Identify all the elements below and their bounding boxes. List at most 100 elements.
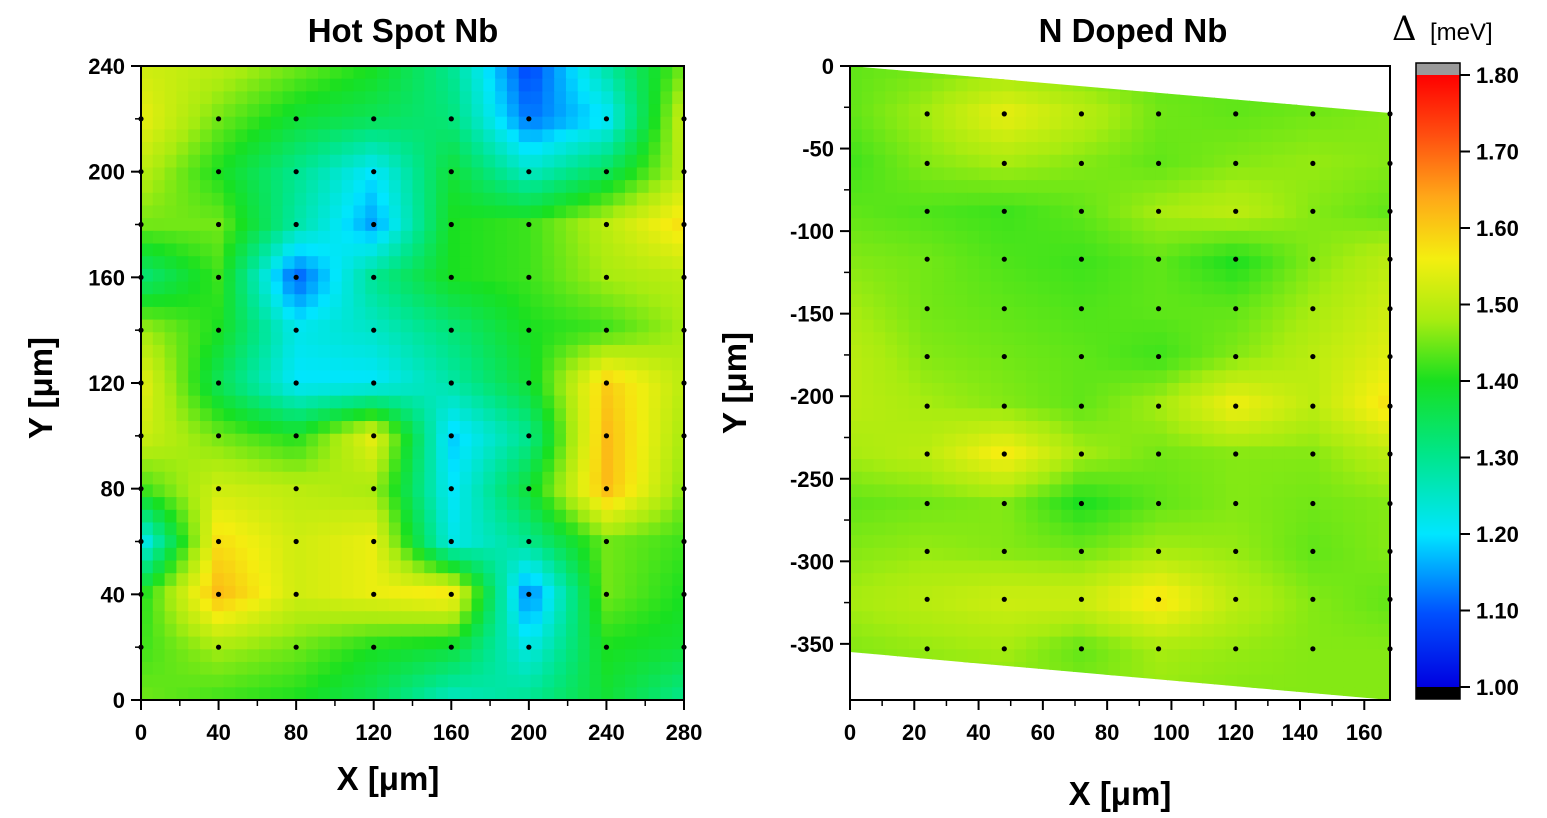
hotspot-map-cell (495, 497, 508, 511)
ndoped-map-cell (1143, 421, 1157, 435)
hotspot-map-cell (282, 522, 296, 537)
ndoped-map-cell (1026, 154, 1039, 169)
ndoped-map-cell (1190, 91, 1204, 106)
hotspot-map-cell (223, 142, 237, 156)
ndoped-map-cell (896, 91, 910, 106)
hotspot-map-cell (211, 332, 225, 346)
hotspot-map-cell (188, 66, 202, 80)
ndoped-map-cell (1237, 649, 1251, 663)
hotspot-map-cell (200, 433, 213, 448)
hotspot-map-cell (176, 535, 190, 549)
hotspot-map-cell (400, 421, 414, 435)
hotspot-map-cell (353, 446, 367, 461)
ndoped-map-cell (1166, 370, 1180, 384)
hotspot-map-cell (211, 471, 225, 486)
ndoped-map-cell (1378, 256, 1390, 270)
hotspot-map-cell (152, 104, 166, 118)
hotspot-map-cell (660, 344, 674, 359)
hotspot-map-cell (554, 256, 567, 270)
ndoped-map-cell (1237, 560, 1251, 575)
ndoped-map-cell (1073, 268, 1086, 283)
hotspot-map-cell (565, 205, 579, 220)
ndoped-map-cell (943, 154, 957, 169)
hotspot-map-cell (164, 661, 178, 676)
ndoped-map-cell (1014, 243, 1028, 258)
hotspot-map-cell (436, 281, 449, 296)
hotspot-map-cell (377, 687, 390, 700)
hotspot-map-cell (400, 230, 414, 245)
ndoped-map-cell (1307, 573, 1321, 587)
ndoped-map-cell (943, 573, 957, 587)
ndoped-map-cell (1061, 649, 1075, 663)
hotspot-map-cell (542, 408, 556, 423)
ndoped-map-cell (955, 129, 969, 144)
hotspot-map-cell (400, 433, 414, 448)
hotspot-map-cell (530, 129, 544, 144)
ndoped-map-cell (1084, 585, 1098, 600)
hotspot-map-cell (459, 230, 473, 245)
ndoped-map-cell (1155, 268, 1168, 283)
hotspot-map-cell (247, 433, 261, 448)
hotspot-map-cell (565, 560, 579, 575)
ndoped-map-cell (1190, 192, 1204, 207)
hotspot-map-cell (282, 91, 296, 106)
hotspot-map-cell (624, 281, 638, 296)
hotspot-map-cell (412, 142, 426, 156)
hotspot-map-cell (270, 357, 284, 372)
ndoped-map-cell (1026, 332, 1039, 346)
hotspot-map-cell (388, 154, 402, 169)
ndoped-map-cell (967, 154, 981, 169)
ndoped-map-cell (1260, 623, 1274, 638)
ndoped-map-cell (955, 205, 969, 220)
ndoped-map-cell (932, 192, 945, 207)
hotspot-map-cell (388, 180, 402, 194)
ndoped-map-cell (1037, 319, 1051, 334)
hotspot-map-cell (200, 218, 213, 232)
hotspot-map-cell (282, 154, 296, 169)
ndoped-map-cell (920, 294, 934, 308)
hotspot-map-cell (141, 91, 154, 106)
ndoped-map-cell (1296, 484, 1309, 499)
ndoped-map-cell (1096, 560, 1110, 575)
ndoped-map-cell (1037, 306, 1051, 321)
ndoped-measurement-point (1001, 451, 1007, 457)
hotspot-map-cell (270, 433, 284, 448)
ndoped-map-cell (1237, 256, 1251, 270)
hotspot-map-cell (518, 205, 532, 220)
hotspot-map-cell (164, 674, 178, 689)
ndoped-map-cell (1284, 180, 1298, 194)
hotspot-map-cell (601, 687, 615, 700)
hotspot-map-cell (554, 306, 567, 321)
hotspot-map-cell (436, 509, 449, 524)
hotspot-map-cell (282, 408, 296, 423)
ndoped-map-cell (955, 180, 969, 194)
hotspot-map-cell (542, 294, 556, 308)
ndoped-map-cell (885, 497, 898, 511)
hotspot-map-cell (613, 560, 626, 575)
hotspot-measurement-point (371, 116, 377, 122)
ndoped-map-cell (1049, 674, 1063, 689)
hotspot-map-cell (624, 268, 638, 283)
hotspot-map-cell (270, 319, 284, 334)
ndoped-map-cell (1073, 230, 1086, 245)
hotspot-map-cell (247, 357, 261, 372)
ndoped-map-cell (1061, 142, 1075, 156)
ndoped-map-cell (1343, 294, 1356, 308)
ndoped-map-cell (1178, 471, 1192, 486)
ndoped-map-cell (955, 674, 969, 689)
ndoped-map-cell (1120, 446, 1133, 461)
hotspot-map-cell (554, 535, 567, 549)
ndoped-map-cell (1037, 649, 1051, 663)
ndoped-map-cell (943, 180, 957, 194)
ndoped-map-cell (1049, 497, 1063, 511)
hotspot-map-cell (235, 192, 249, 207)
ndoped-map-cell (1307, 459, 1321, 473)
hotspot-map-cell (235, 687, 249, 700)
hotspot-map-cell (648, 636, 662, 651)
hotspot-map-cell (436, 256, 449, 270)
hotspot-map-cell (601, 154, 615, 169)
hotspot-map-cell (412, 129, 426, 144)
ndoped-map-cell (1037, 623, 1051, 638)
ndoped-map-cell (1026, 78, 1039, 93)
ndoped-map-cell (1354, 395, 1368, 410)
